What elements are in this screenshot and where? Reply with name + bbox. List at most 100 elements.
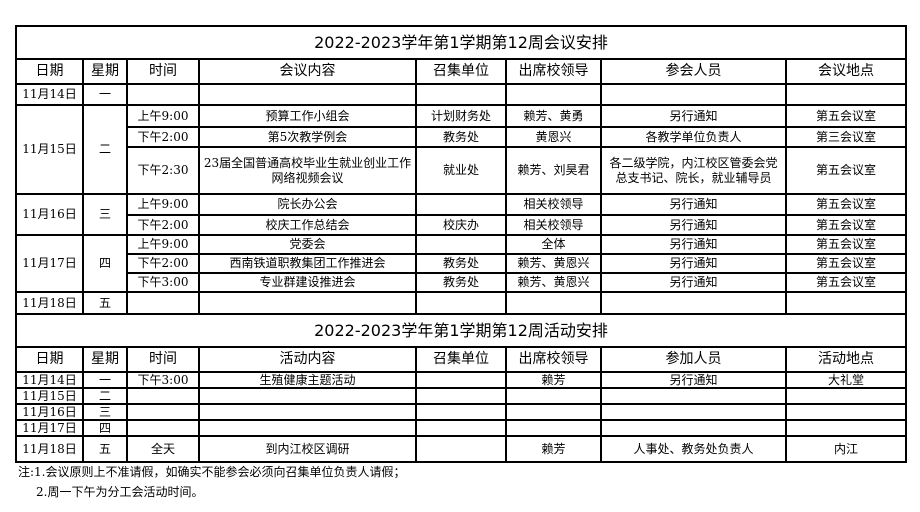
column-header: 日期 xyxy=(15,58,84,85)
column-header: 日期 xyxy=(15,346,84,373)
place-cell: 第五会议室 xyxy=(784,193,908,216)
weekday-cell: 三 xyxy=(82,193,128,236)
table-row: 下午2:30 23届全国普通高校毕业生就业创业工作网络视频会议 就业处 赖芳、刘昊君各… xyxy=(16,146,908,195)
attendees-cell: 人事处、教务处负责人 xyxy=(600,435,787,463)
content-cell: 校庆工作总结会 xyxy=(198,214,417,236)
time-cell xyxy=(126,83,200,106)
convener-cell: 就业处 xyxy=(415,146,507,195)
column-header: 活动内容 xyxy=(198,346,417,373)
leader-cell xyxy=(505,83,602,106)
column-header: 出席校领导 xyxy=(505,346,602,373)
attendees-cell: 另行通知 xyxy=(600,234,787,255)
table-row: 下午2:00 第5次教学例会 教务处 黄恩兴 各教学单位负责人 第三会议室 xyxy=(16,126,908,148)
time-cell xyxy=(126,403,200,421)
time-cell: 下午3:00 xyxy=(126,272,200,293)
convener-cell: 教务处 xyxy=(415,253,507,274)
place-cell: 第五会议室 xyxy=(784,234,908,255)
content-cell: 西南铁道职教集团工作推进会 xyxy=(198,253,417,274)
time-cell: 下午2:00 xyxy=(126,253,200,274)
weekday-cell: 一 xyxy=(82,371,128,389)
column-header: 会议地点 xyxy=(784,58,908,85)
table-row: 11月16日三上午9:00 院长办公会 相关校领导 另行通知 第五会议室 xyxy=(15,193,908,236)
time-cell xyxy=(126,419,200,437)
place-cell: 第三会议室 xyxy=(784,126,908,148)
weekday-cell: 五 xyxy=(82,435,128,463)
convener-cell: 计划财务处 xyxy=(415,104,507,128)
attendees-cell xyxy=(600,403,787,421)
leader-cell xyxy=(505,291,602,315)
time-cell xyxy=(126,387,200,405)
place-cell: 第五会议室 xyxy=(784,214,908,236)
place-cell: 第五会议室 xyxy=(784,104,908,128)
convener-cell xyxy=(415,371,507,389)
time-cell: 上午9:00 xyxy=(126,193,200,216)
attendees-cell: 另行通知 xyxy=(600,214,787,236)
date-cell: 11月18日 xyxy=(15,291,84,315)
activity-schedule-table: 2022-2023学年第1学期第12周活动安排 日期 星期 时间 活动内容 召集单位 出席… xyxy=(14,313,908,463)
date-cell: 11月15日 xyxy=(15,387,84,405)
convener-cell: 校庆办 xyxy=(415,214,507,236)
convener-cell xyxy=(415,193,507,216)
activity-title: 2022-2023学年第1学期第12周活动安排 xyxy=(14,313,908,348)
column-header: 星期 xyxy=(82,346,128,373)
content-cell: 院长办公会 xyxy=(198,193,417,216)
attendees-cell: 另行通知 xyxy=(600,272,787,293)
content-cell xyxy=(198,291,417,315)
time-cell: 下午2:00 xyxy=(126,214,200,236)
date-cell: 11月17日 xyxy=(15,419,84,437)
attendees-cell xyxy=(600,387,787,405)
table-row: 11月18日五 xyxy=(15,291,908,315)
column-header: 星期 xyxy=(82,58,128,85)
attendees-cell: 各二级学院，内江校区管委会党总支书记、院长，就业辅导员 xyxy=(600,146,787,195)
content-cell xyxy=(198,387,417,405)
time-cell: 下午3:00 xyxy=(126,371,200,389)
table-row: 11月18日五全天 到内江校区调研 赖芳 人事处、教务处负责人 内江 xyxy=(15,435,908,463)
meeting-title: 2022-2023学年第1学期第12周会议安排 xyxy=(14,25,908,60)
content-cell: 专业群建设推进会 xyxy=(198,272,417,293)
time-cell xyxy=(126,291,200,315)
weekday-cell: 二 xyxy=(82,387,128,405)
attendees-cell: 各教学单位负责人 xyxy=(600,126,787,148)
column-header: 时间 xyxy=(126,346,200,373)
convener-cell xyxy=(415,234,507,255)
attendees-cell xyxy=(600,83,787,106)
weekday-cell: 四 xyxy=(82,419,128,437)
date-cell: 11月18日 xyxy=(15,435,84,463)
meeting-schedule-table: 2022-2023学年第1学期第12周会议安排 日期 星期 时间 会议内容 召集单位 出席… xyxy=(14,25,908,315)
time-cell: 下午2:00 xyxy=(126,126,200,148)
time-cell: 上午9:00 xyxy=(126,234,200,255)
column-header: 会议内容 xyxy=(198,58,417,85)
attendees-cell: 另行通知 xyxy=(600,193,787,216)
note-2: 2.周一下午为分工会活动时间。 xyxy=(36,485,204,499)
convener-cell: 教务处 xyxy=(415,126,507,148)
column-header: 出席校领导 xyxy=(505,58,602,85)
table-row: 下午2:00 西南铁道职教集团工作推进会 教务处 赖芳、黄恩兴 另行通知 第五会议室 xyxy=(16,253,908,274)
date-cell: 11月14日 xyxy=(15,83,84,106)
place-cell xyxy=(784,419,908,437)
date-cell: 11月15日 xyxy=(15,104,84,195)
column-header: 召集单位 xyxy=(415,58,507,85)
convener-cell xyxy=(415,435,507,463)
convener-cell xyxy=(415,387,507,405)
leader-cell xyxy=(505,419,602,437)
content-cell xyxy=(198,83,417,106)
attendees-cell: 另行通知 xyxy=(600,371,787,389)
place-cell: 内江 xyxy=(784,435,908,463)
place-cell xyxy=(784,403,908,421)
content-cell: 23届全国普通高校毕业生就业创业工作网络视频会议 xyxy=(198,146,417,195)
convener-cell: 教务处 xyxy=(415,272,507,293)
time-cell: 全天 xyxy=(126,435,200,463)
content-cell: 党委会 xyxy=(198,234,417,255)
place-cell xyxy=(784,83,908,106)
leader-cell xyxy=(505,387,602,405)
leader-cell: 赖芳、刘昊君 xyxy=(505,146,602,195)
weekday-cell: 五 xyxy=(82,291,128,315)
leader-cell: 全体 xyxy=(505,234,602,255)
date-cell: 11月16日 xyxy=(15,403,84,421)
table-row: 11月15日二上午9:00 预算工作小组会 计划财务处 赖芳、黄勇 另行通知 第五会议室 xyxy=(15,104,908,195)
leader-cell: 赖芳 xyxy=(505,435,602,463)
attendees-cell: 另行通知 xyxy=(600,104,787,128)
place-cell xyxy=(784,291,908,315)
table-row: 11月15日二 xyxy=(15,387,908,405)
convener-cell xyxy=(415,83,507,106)
